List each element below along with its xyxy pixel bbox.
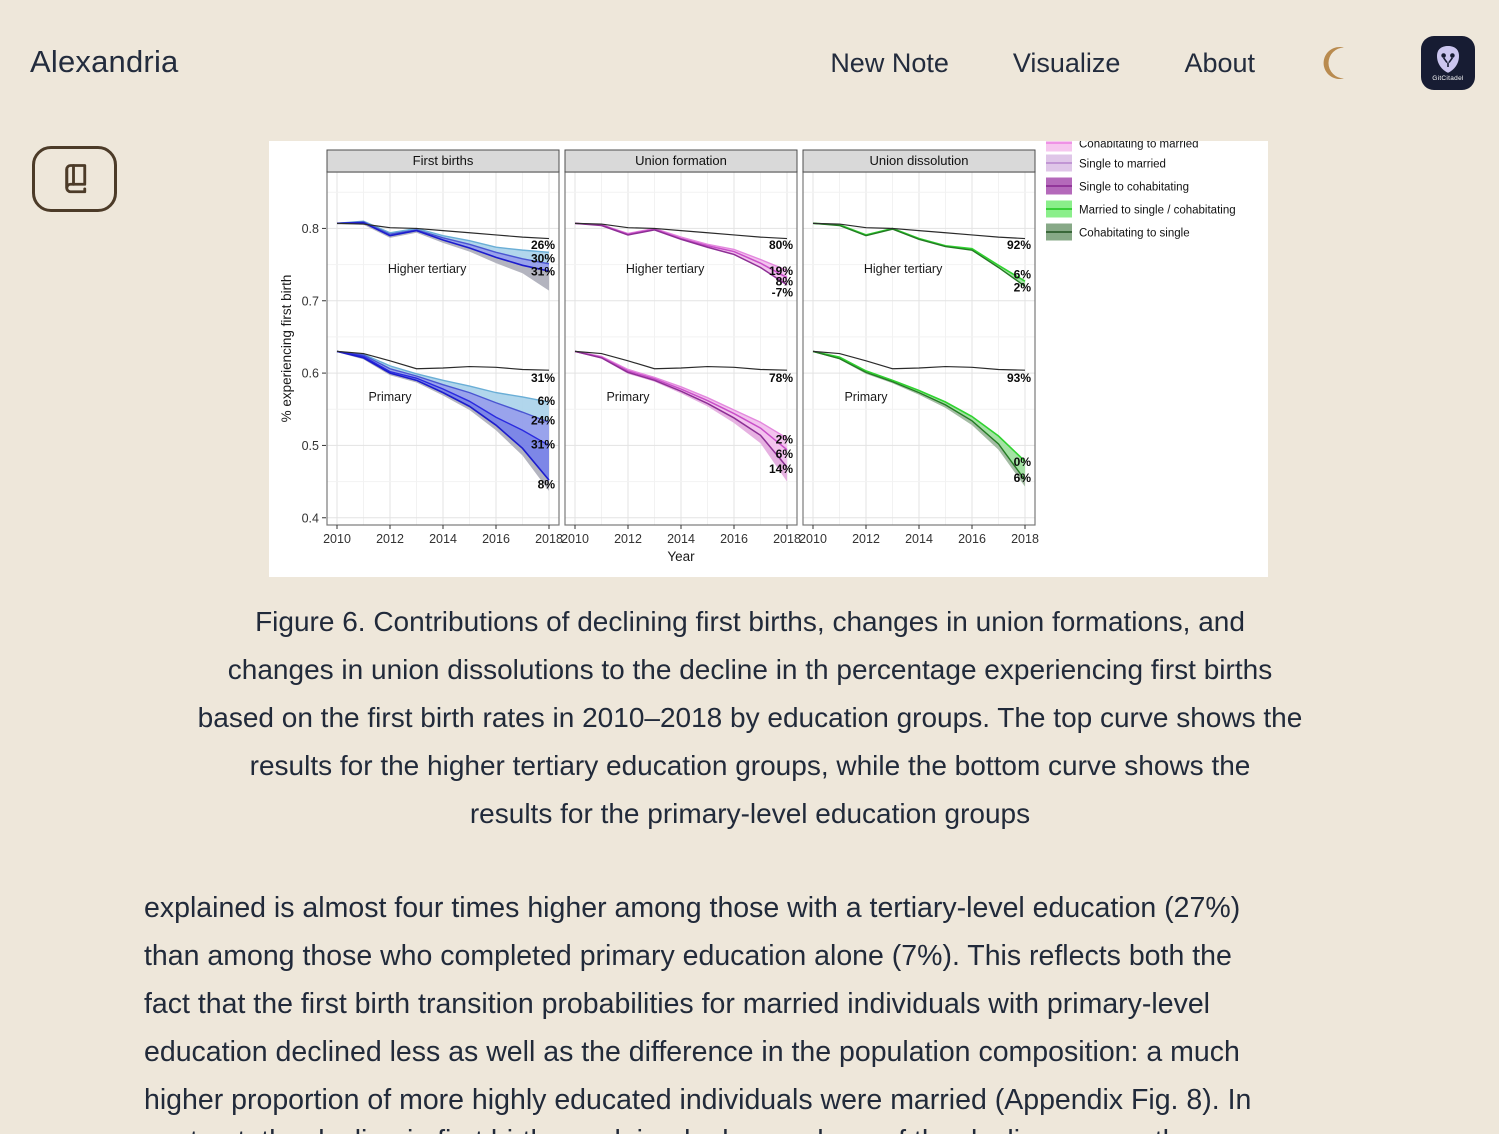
svg-text:Primary: Primary — [844, 390, 888, 404]
svg-text:2012: 2012 — [614, 532, 642, 546]
svg-text:2016: 2016 — [482, 532, 510, 546]
svg-text:% experiencing first birth: % experiencing first birth — [279, 275, 294, 423]
svg-text:Higher tertiary: Higher tertiary — [626, 262, 705, 276]
nav-about[interactable]: About — [1184, 47, 1255, 78]
gitcitadel-logo[interactable]: GitCitadel — [1421, 36, 1475, 90]
svg-text:78%: 78% — [769, 371, 793, 385]
svg-text:2016: 2016 — [958, 532, 986, 546]
svg-text:0.8: 0.8 — [302, 222, 319, 236]
figure-chart: 26% 30% 31% Higher tertiary 31% 6% 24% 31% 8% Pri… — [269, 141, 1268, 577]
svg-text:14%: 14% — [769, 462, 793, 476]
article-paragraph: explained is almost four times higher am… — [144, 892, 1252, 1116]
svg-text:0.7: 0.7 — [302, 294, 319, 308]
svg-text:92%: 92% — [1007, 238, 1031, 252]
nav-new-note[interactable]: New Note — [830, 47, 949, 78]
svg-text:0.4: 0.4 — [302, 511, 319, 525]
svg-text:First births: First births — [413, 153, 474, 168]
svg-text:Union dissolution: Union dissolution — [869, 153, 968, 168]
svg-text:Cohabitating to single: Cohabitating to single — [1079, 228, 1190, 240]
svg-text:0.5: 0.5 — [302, 439, 319, 453]
svg-text:2016: 2016 — [720, 532, 748, 546]
svg-text:31%: 31% — [531, 371, 555, 385]
svg-text:2014: 2014 — [905, 532, 933, 546]
svg-text:0%: 0% — [1014, 455, 1032, 469]
svg-text:2018: 2018 — [773, 532, 801, 546]
svg-text:2%: 2% — [1014, 281, 1032, 295]
svg-text:30%: 30% — [531, 252, 555, 266]
svg-text:Higher tertiary: Higher tertiary — [388, 262, 467, 276]
svg-text:6%: 6% — [776, 447, 794, 461]
svg-text:2010: 2010 — [561, 532, 589, 546]
article-paragraph-clipped: contrast, the decline in first births ex… — [144, 1117, 1434, 1134]
svg-text:2010: 2010 — [323, 532, 351, 546]
svg-text:8%: 8% — [538, 477, 556, 491]
book-icon — [64, 164, 86, 194]
svg-text:Cohabitating to married: Cohabitating to married — [1079, 141, 1199, 151]
svg-text:Married to single / cohabitati: Married to single / cohabitating — [1079, 205, 1236, 217]
svg-text:93%: 93% — [1007, 371, 1031, 385]
svg-text:2018: 2018 — [1011, 532, 1039, 546]
svg-text:2012: 2012 — [852, 532, 880, 546]
svg-text:8%: 8% — [776, 275, 794, 289]
svg-text:Single to cohabitating: Single to cohabitating — [1079, 182, 1189, 194]
svg-text:Primary: Primary — [606, 390, 650, 404]
svg-text:19%: 19% — [769, 264, 793, 278]
svg-text:6%: 6% — [538, 394, 556, 408]
svg-text:31%: 31% — [531, 437, 555, 451]
svg-text:2014: 2014 — [429, 532, 457, 546]
svg-text:2010: 2010 — [799, 532, 827, 546]
svg-text:Primary: Primary — [368, 390, 412, 404]
svg-text:-7%: -7% — [772, 286, 794, 300]
nav-visualize[interactable]: Visualize — [1012, 47, 1121, 78]
svg-text:31%: 31% — [531, 265, 555, 279]
svg-text:Single to married: Single to married — [1079, 159, 1166, 171]
logo-label: GitCitadel — [1432, 75, 1464, 82]
union-decomposition-chart: 26% 30% 31% Higher tertiary 31% 6% 24% 31% 8% Pri… — [269, 141, 1268, 577]
app-title[interactable]: Alexandria — [30, 44, 179, 79]
main-nav: New Note Visualize About GitCitadel — [830, 36, 1475, 90]
svg-text:Higher tertiary: Higher tertiary — [864, 262, 943, 276]
svg-text:0.6: 0.6 — [302, 367, 319, 381]
shield-icon — [1437, 46, 1459, 73]
svg-text:26%: 26% — [531, 238, 555, 252]
svg-text:2018: 2018 — [535, 532, 563, 546]
svg-text:2014: 2014 — [667, 532, 695, 546]
moon-icon — [1323, 46, 1344, 80]
svg-text:Year: Year — [667, 549, 695, 564]
svg-text:Union formation: Union formation — [635, 153, 727, 168]
svg-text:6%: 6% — [1014, 267, 1032, 281]
reader-mode-button[interactable] — [32, 146, 117, 212]
svg-text:2%: 2% — [776, 432, 794, 446]
svg-text:24%: 24% — [531, 414, 555, 428]
theme-toggle-button[interactable] — [1319, 44, 1357, 82]
svg-text:6%: 6% — [1014, 471, 1032, 485]
svg-text:2012: 2012 — [376, 532, 404, 546]
svg-text:80%: 80% — [769, 238, 793, 252]
figure-caption: Figure 6. Contributions of declining fir… — [197, 606, 1303, 829]
